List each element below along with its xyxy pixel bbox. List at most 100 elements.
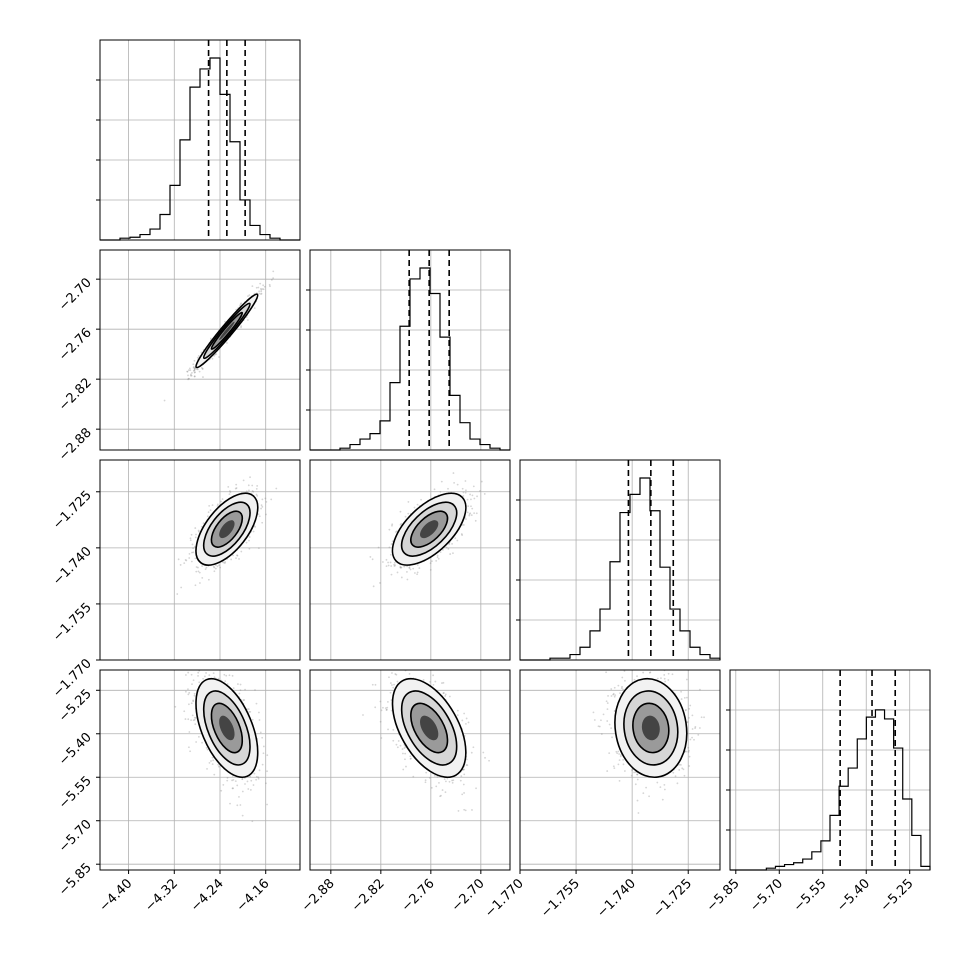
scatter-point [466,764,469,767]
scatter-point [432,683,435,686]
scatter-point [189,374,192,377]
scatter-point [441,682,443,684]
scatter-point [619,692,621,694]
scatter-point [211,357,214,360]
scatter-point [432,674,435,677]
scatter-point [250,779,253,782]
scatter-point [247,295,249,298]
scatter-point [188,552,191,555]
scatter-point [389,691,392,694]
scatter-point [435,785,438,788]
scatter-point [251,484,254,487]
scatter-point [234,780,237,783]
scatter-point [642,671,645,674]
scatter-point [245,490,248,493]
scatter-point [680,698,683,700]
scatter-point [399,744,402,747]
scatter-point [453,481,456,484]
scatter-point [404,758,406,761]
scatter-point [642,792,645,795]
scatter-point [194,371,196,374]
scatter-point [190,673,193,676]
scatter-point [187,671,190,674]
scatter-point [613,710,616,712]
scatter-point [416,503,419,506]
scatter-point [257,547,260,550]
scatter-point [197,529,200,532]
scatter-point [451,781,454,784]
scatter-point [688,749,690,752]
scatter-point [213,676,216,679]
scatter-point [193,359,196,362]
scatter-point [431,560,433,563]
scatter-point [240,325,243,327]
scatter-point [424,781,427,784]
scatter-point [262,752,265,755]
scatter-point [448,695,451,698]
scatter-point [246,780,249,783]
scatter-point [621,685,623,688]
scatter-point [263,285,266,288]
scatter-point [461,719,464,722]
scatter-point [224,561,227,563]
scatter-point [205,566,208,569]
scatter-point [435,559,438,562]
scatter-point [451,779,453,782]
scatter-point [390,543,393,545]
scatter-point [189,750,192,753]
scatter-point [235,487,238,489]
scatter-point [480,480,483,483]
scatter-point [410,757,412,760]
scatter-point [465,758,468,761]
scatter-point [371,558,374,561]
scatter-point [252,530,255,533]
scatter-point [261,498,264,501]
scatter-point [196,356,199,359]
scatter-point [260,292,263,295]
scatter-point [385,708,388,711]
scatter-point [213,773,216,776]
scatter-point [212,565,215,568]
scatter-point [201,576,204,579]
scatter-point [259,293,262,295]
scatter-point [202,522,205,525]
scatter-point [397,740,400,742]
scatter-point [630,774,633,777]
scatter-point [254,526,257,528]
scatter-point [428,777,431,779]
scatter-point [227,485,230,488]
scatter-point [399,523,402,526]
scatter-point [208,674,211,677]
histogram-step-line [730,709,931,871]
scatter-point [219,566,222,569]
scatter-point [180,586,183,589]
scatter-point [471,494,474,497]
scatter-point [454,537,457,540]
scatter-point [199,667,201,669]
scatter-point [192,366,195,369]
scatter-point [484,756,486,759]
scatter-point [197,566,199,569]
scatter-point [387,728,389,731]
scatter-point [384,707,387,710]
scatter-point [394,673,397,675]
scatter-point [223,562,226,564]
scatter-point [262,745,265,748]
scatter-point [239,303,242,306]
scatter-point [459,779,462,782]
scatter-point [386,706,389,709]
scatter-point [235,557,237,559]
scatter-point [451,543,453,545]
scatter-point [192,700,195,703]
scatter-point [239,804,242,806]
scatter-point [400,566,403,569]
scatter-point [636,778,639,781]
scatter-point [605,671,608,674]
scatter-point [198,571,201,574]
scatter-point [433,488,436,491]
histogram-frame [519,459,721,661]
scatter-point [253,307,256,310]
scatter-point [465,518,467,520]
scatter-point [400,576,403,579]
panel-frame [99,669,301,871]
